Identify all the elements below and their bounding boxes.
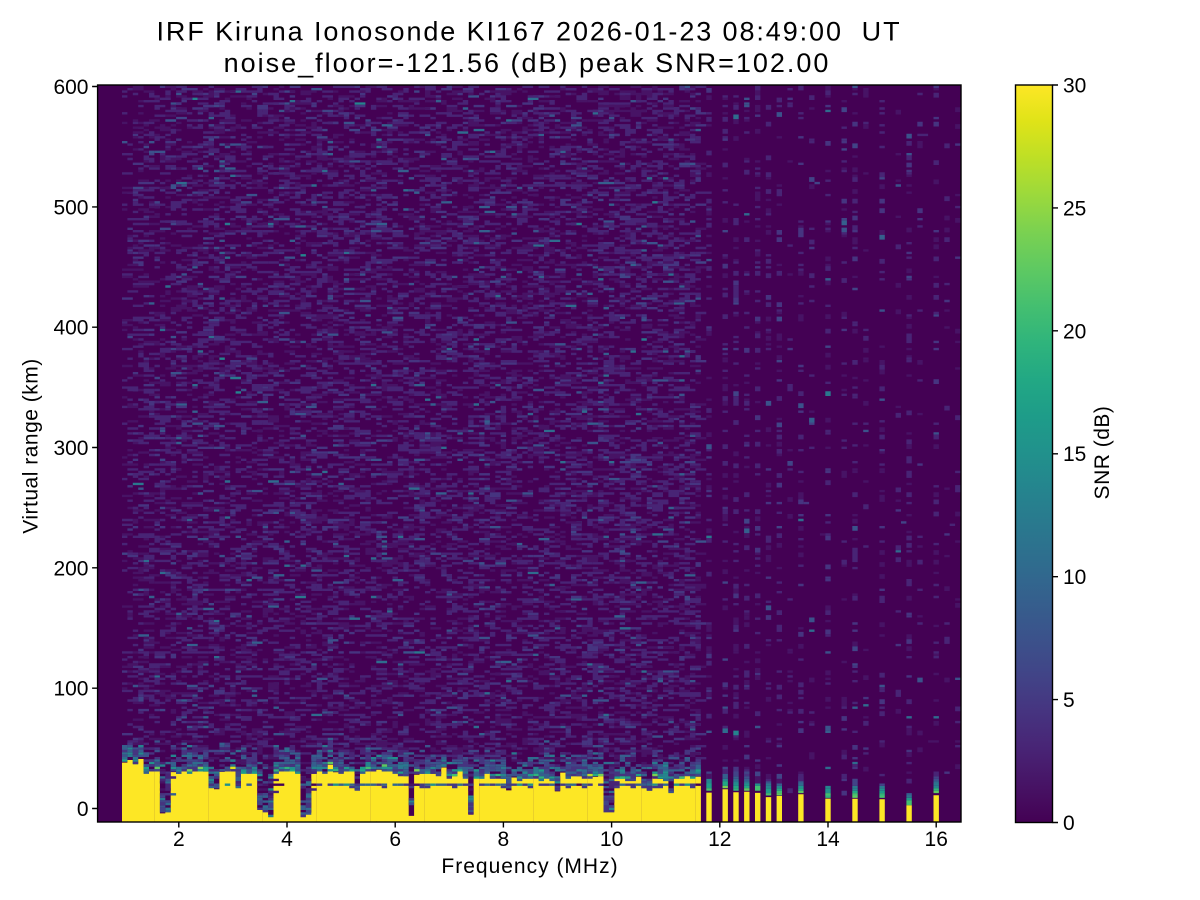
svg-text:15: 15 [1063,443,1086,466]
svg-text:4: 4 [281,828,293,851]
svg-text:30: 30 [1063,75,1086,98]
svg-text:16: 16 [925,828,948,851]
svg-text:10: 10 [600,828,623,851]
svg-text:5: 5 [1063,689,1075,712]
svg-text:2: 2 [173,828,185,851]
svg-text:12: 12 [708,828,731,851]
svg-text:100: 100 [53,678,88,701]
svg-text:Virtual range (km): Virtual range (km) [20,358,43,534]
svg-text:10: 10 [1063,566,1086,589]
svg-text:20: 20 [1063,320,1086,343]
svg-text:500: 500 [53,196,88,219]
svg-text:SNR (dB): SNR (dB) [1091,406,1114,500]
svg-text:400: 400 [53,317,88,340]
svg-text:14: 14 [816,828,840,851]
svg-text:noise_floor=-121.56 (dB) peak: noise_floor=-121.56 (dB) peak SNR=102.00 [224,48,831,78]
svg-text:0: 0 [77,798,89,821]
svg-text:0: 0 [1063,812,1075,835]
svg-text:200: 200 [53,557,88,580]
svg-text:25: 25 [1063,197,1086,220]
svg-text:8: 8 [498,828,510,851]
svg-text:6: 6 [389,828,401,851]
svg-text:300: 300 [53,437,88,460]
svg-text:600: 600 [53,76,88,99]
svg-text:IRF Kiruna Ionosonde KI167 202: IRF Kiruna Ionosonde KI167 2026-01-23 08… [157,17,902,47]
svg-text:Frequency (MHz): Frequency (MHz) [441,855,618,878]
